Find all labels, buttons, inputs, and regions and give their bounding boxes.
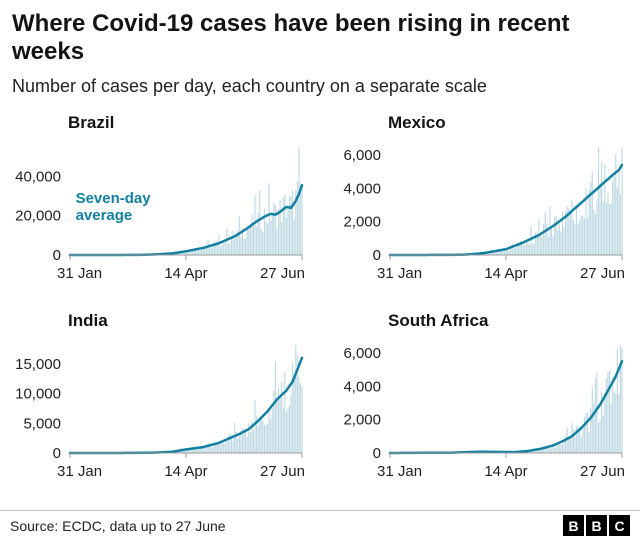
chart-cell-india: India 0 5,000 10,000 15,000 31 Jan 14 Apr 27 J… [0, 303, 320, 491]
svg-text:0: 0 [53, 247, 61, 264]
svg-text:31 Jan: 31 Jan [57, 463, 102, 480]
page-subtitle: Number of cases per day, each country on… [12, 75, 487, 96]
bbc-logo-block: C [609, 515, 630, 536]
svg-text:31 Jan: 31 Jan [377, 265, 422, 282]
footer: Source: ECDC, data up to 27 June B B C [0, 510, 640, 540]
svg-text:20,000: 20,000 [15, 207, 61, 224]
source-text: Source: ECDC, data up to 27 June [10, 517, 226, 534]
svg-text:27 Jun: 27 Jun [580, 463, 625, 480]
chart-svg-brazil: 0 20,000 40,000 31 Jan 14 Apr 27 Jun Seven-day… [15, 146, 305, 282]
svg-text:14 Apr: 14 Apr [164, 463, 207, 480]
chart-cell-mexico: Mexico 0 2,000 4,000 6,000 31 Jan 14 Apr 27 Ju… [320, 105, 640, 293]
svg-text:40,000: 40,000 [15, 168, 61, 185]
svg-text:2,000: 2,000 [343, 213, 381, 230]
svg-text:average: average [76, 207, 133, 224]
page-title: Where Covid-19 cases have been rising in… [12, 10, 570, 66]
svg-text:14 Apr: 14 Apr [484, 265, 527, 282]
svg-text:14 Apr: 14 Apr [484, 463, 527, 480]
chart-svg-south-africa: 0 2,000 4,000 6,000 31 Jan 14 Apr 27 Jun [343, 345, 625, 480]
charts-grid: Brazil 0 20,000 40,000 31 Jan 14 Apr 27 Jun Se… [0, 105, 640, 491]
chart-title-mexico: Mexico [388, 112, 446, 132]
svg-text:10,000: 10,000 [15, 385, 61, 402]
chart-title-south-africa: South Africa [388, 310, 489, 330]
svg-text:4,000: 4,000 [343, 378, 381, 395]
svg-text:0: 0 [373, 247, 381, 264]
svg-text:31 Jan: 31 Jan [57, 265, 102, 282]
bbc-logo-block: B [563, 515, 584, 536]
svg-text:31 Jan: 31 Jan [377, 463, 422, 480]
svg-text:5,000: 5,000 [23, 415, 61, 432]
bbc-logo: B B C [563, 515, 630, 536]
chart-title-india: India [68, 310, 108, 330]
svg-text:15,000: 15,000 [15, 355, 61, 372]
svg-text:4,000: 4,000 [343, 180, 381, 197]
svg-text:27 Jun: 27 Jun [260, 463, 305, 480]
svg-text:27 Jun: 27 Jun [580, 265, 625, 282]
svg-text:2,000: 2,000 [343, 411, 381, 428]
svg-text:0: 0 [53, 445, 61, 462]
svg-text:Seven-day: Seven-day [76, 190, 152, 207]
chart-cell-brazil: Brazil 0 20,000 40,000 31 Jan 14 Apr 27 Jun Se… [0, 105, 320, 293]
header: Where Covid-19 cases have been rising in… [0, 0, 640, 97]
bbc-logo-block: B [586, 515, 607, 536]
svg-text:14 Apr: 14 Apr [164, 265, 207, 282]
svg-text:6,000: 6,000 [343, 345, 381, 362]
chart-svg-india: 0 5,000 10,000 15,000 31 Jan 14 Apr 27 Jun [15, 344, 305, 480]
svg-text:27 Jun: 27 Jun [260, 265, 305, 282]
svg-text:6,000: 6,000 [343, 147, 381, 164]
chart-title-brazil: Brazil [68, 112, 115, 132]
chart-svg-mexico: 0 2,000 4,000 6,000 31 Jan 14 Apr 27 Jun [343, 147, 625, 282]
chart-cell-south-africa: South Africa 0 2,000 4,000 6,000 31 Jan 14 Ap… [320, 303, 640, 491]
svg-text:0: 0 [373, 445, 381, 462]
